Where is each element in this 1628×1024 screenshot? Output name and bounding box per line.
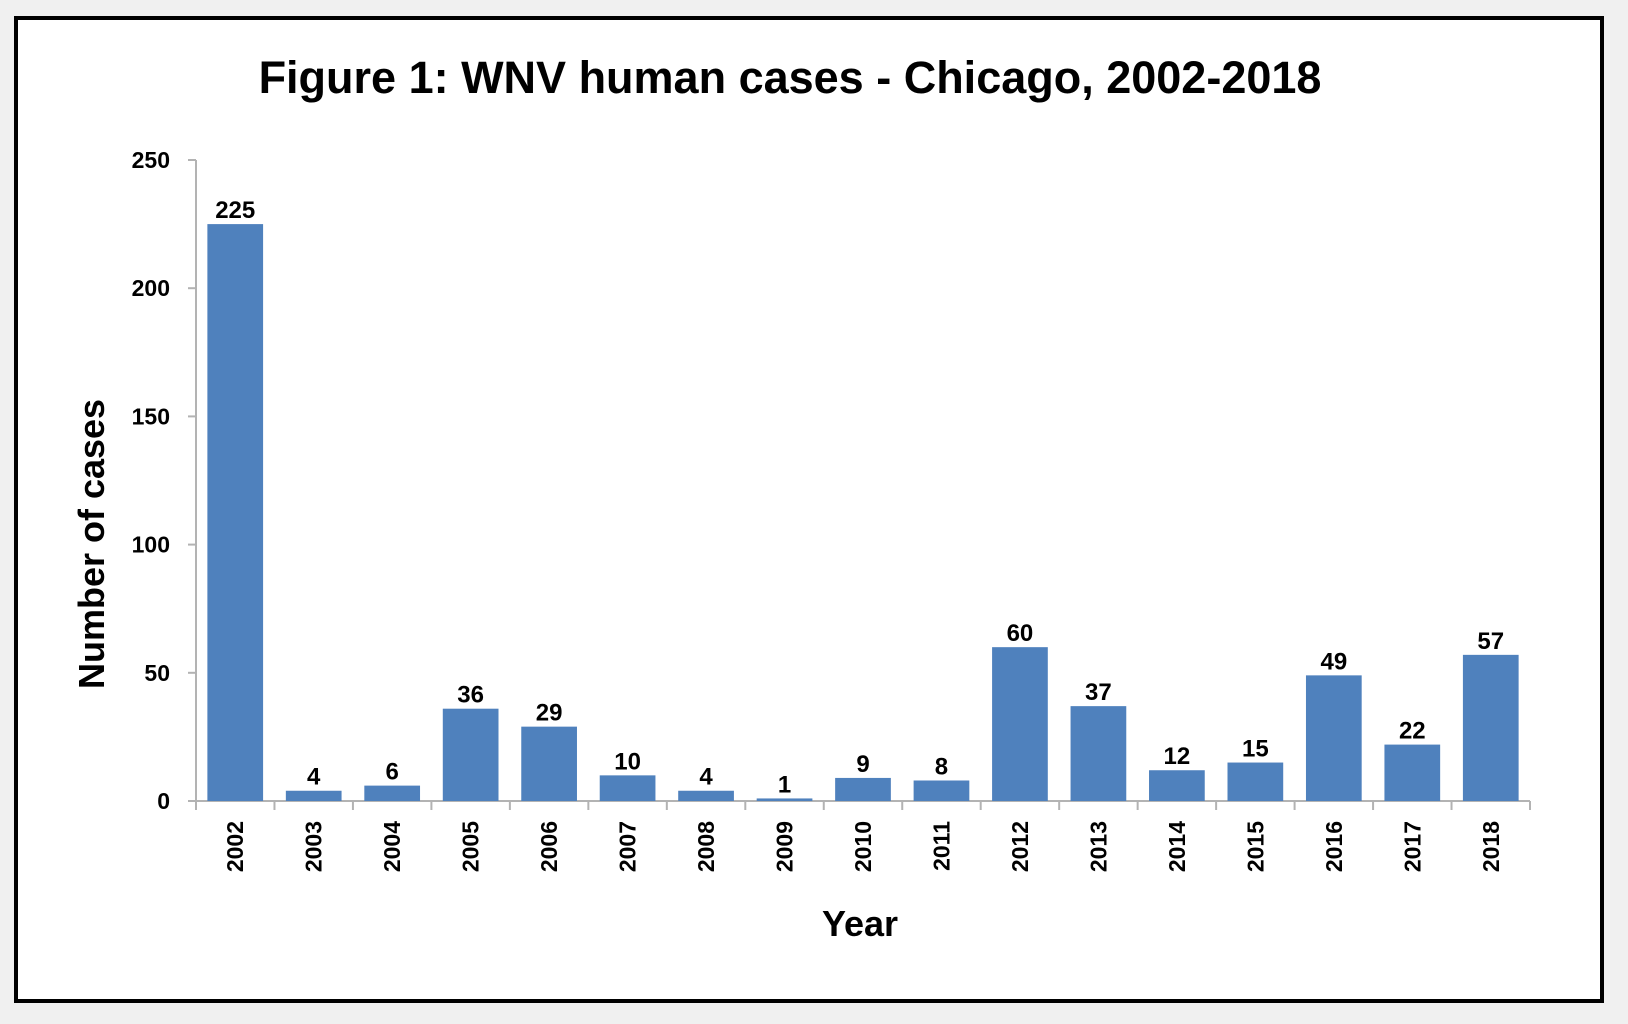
bar-2016 bbox=[1305, 675, 1362, 801]
bar-2015 bbox=[1227, 762, 1284, 801]
data-label-2013: 37 bbox=[1085, 679, 1112, 706]
y-tick-label: 50 bbox=[144, 660, 170, 686]
x-tick-label-2018: 2018 bbox=[1478, 821, 1504, 872]
bar-2009 bbox=[756, 798, 813, 801]
chart-title: Figure 1: WNV human cases - Chicago, 200… bbox=[259, 52, 1322, 103]
x-tick-label-2009: 2009 bbox=[772, 821, 798, 872]
bar-2013 bbox=[1070, 706, 1127, 801]
bar-2010 bbox=[835, 777, 891, 801]
data-label-2015: 15 bbox=[1242, 736, 1269, 763]
x-tick-label-2006: 2006 bbox=[536, 821, 562, 872]
data-label-2004: 6 bbox=[385, 759, 398, 786]
x-tick-label-2016: 2016 bbox=[1321, 821, 1347, 872]
bar-2005 bbox=[442, 708, 499, 801]
x-tick-label-2015: 2015 bbox=[1242, 821, 1268, 872]
data-label-2007: 10 bbox=[614, 748, 641, 775]
x-tick-label-2004: 2004 bbox=[379, 821, 405, 872]
y-tick-label: 100 bbox=[132, 532, 170, 558]
bar-2012 bbox=[992, 647, 1048, 801]
x-tick-label-2005: 2005 bbox=[458, 821, 484, 872]
x-tick-label-2011: 2011 bbox=[928, 821, 954, 871]
y-tick-label: 200 bbox=[132, 275, 170, 301]
x-tick-label-2013: 2013 bbox=[1085, 821, 1111, 872]
bar-2014 bbox=[1149, 770, 1205, 801]
data-label-2014: 12 bbox=[1164, 743, 1191, 770]
bar-2008 bbox=[678, 790, 734, 801]
bar-2004 bbox=[364, 785, 421, 801]
x-tick-label-2012: 2012 bbox=[1007, 821, 1033, 872]
bar-2007 bbox=[599, 775, 656, 801]
x-tick-labels: 2002 2003 2004 2005 2006 2007 2008 2009 2010 2011… bbox=[222, 821, 1504, 872]
data-label-2012: 60 bbox=[1007, 620, 1034, 647]
y-tick-label: 150 bbox=[132, 403, 170, 429]
data-label-2018: 57 bbox=[1477, 628, 1504, 655]
bar-2017 bbox=[1384, 744, 1441, 801]
x-tick-label-2002: 2002 bbox=[222, 821, 248, 872]
bars bbox=[207, 224, 1519, 802]
data-labels: 225 4 6 36 29 10 4 1 9 8 60 37 12 15 49 22 57 bbox=[215, 197, 1504, 798]
bar-2002 bbox=[207, 224, 264, 802]
bar-chart: Figure 1: WNV human cases - Chicago, 200… bbox=[71, 52, 1531, 944]
bar-2018 bbox=[1462, 654, 1519, 801]
y-axis: 0 50 100 150 200 250 bbox=[132, 147, 197, 814]
bar-2006 bbox=[521, 726, 577, 801]
x-tick-label-2008: 2008 bbox=[693, 821, 719, 872]
x-tick-label-2010: 2010 bbox=[850, 821, 876, 872]
data-label-2005: 36 bbox=[457, 682, 484, 709]
x-tick-label-2007: 2007 bbox=[615, 821, 641, 872]
x-tick-label-2014: 2014 bbox=[1164, 821, 1190, 872]
data-label-2008: 4 bbox=[699, 764, 713, 791]
y-axis-title: Number of cases bbox=[71, 399, 112, 689]
y-tick-label: 0 bbox=[157, 788, 170, 814]
data-label-2017: 22 bbox=[1399, 718, 1426, 745]
y-tick-label: 250 bbox=[132, 147, 170, 173]
data-label-2010: 9 bbox=[856, 751, 869, 778]
bar-2011 bbox=[913, 780, 970, 801]
x-tick-label-2017: 2017 bbox=[1399, 821, 1425, 872]
chart-frame: Figure 1: WNV human cases - Chicago, 200… bbox=[14, 16, 1604, 1003]
x-axis bbox=[195, 800, 1531, 810]
data-label-2011: 8 bbox=[935, 753, 948, 780]
data-label-2006: 29 bbox=[536, 700, 563, 727]
bar-2003 bbox=[285, 790, 342, 801]
data-label-2003: 4 bbox=[307, 764, 321, 791]
x-tick-label-2003: 2003 bbox=[301, 821, 327, 872]
x-axis-title: Year bbox=[822, 903, 898, 944]
data-label-2016: 49 bbox=[1320, 648, 1347, 675]
data-label-2009: 1 bbox=[778, 771, 791, 798]
data-label-2002: 225 bbox=[215, 197, 255, 224]
